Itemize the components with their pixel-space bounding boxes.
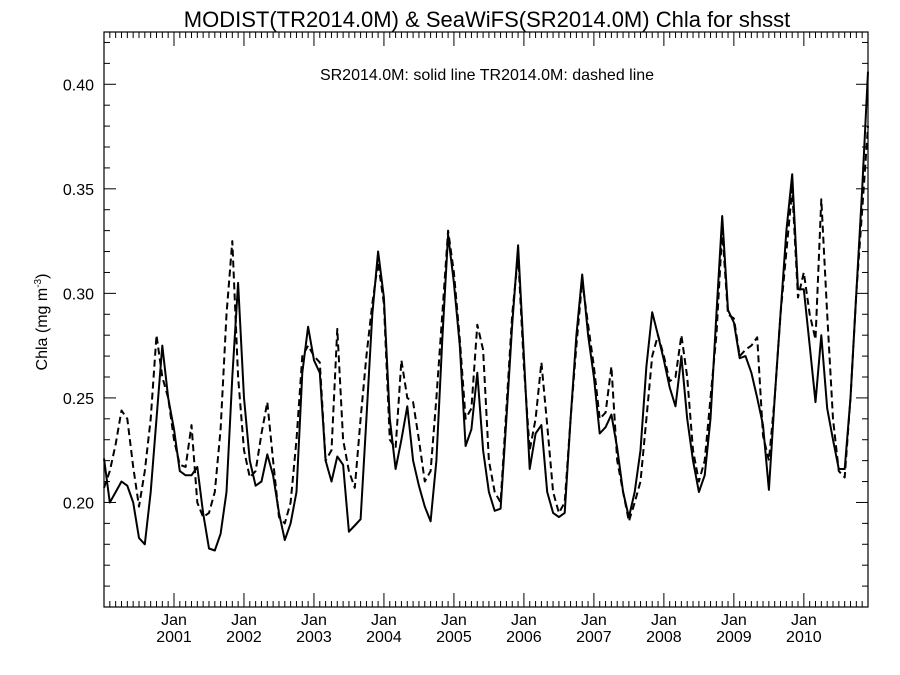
x-tick-year-label: 2004 xyxy=(366,629,402,646)
y-axis-label-close: ) xyxy=(34,274,51,279)
y-tick-label: 0.35 xyxy=(63,182,94,199)
legend-text: SR2014.0M: solid line TR2014.0M: dashed … xyxy=(320,67,654,84)
x-tick-month-label: Jan xyxy=(161,612,187,629)
plot-frame xyxy=(103,31,869,608)
plot-area: 0.200.250.300.350.40Jan2001Jan2002Jan200… xyxy=(63,32,869,646)
x-tick-year-label: 2007 xyxy=(576,629,612,646)
y-tick-label: 0.30 xyxy=(63,286,94,303)
x-tick-year-label: 2006 xyxy=(506,629,542,646)
x-tick-year-label: 2009 xyxy=(716,629,752,646)
series-line-tr2014-dashed xyxy=(103,126,869,525)
x-tick-year-label: 2001 xyxy=(156,629,192,646)
x-tick-year-label: 2008 xyxy=(646,629,682,646)
x-tick-month-label: Jan xyxy=(651,612,677,629)
x-tick-month-label: Jan xyxy=(441,612,467,629)
x-tick-month-label: Jan xyxy=(581,612,607,629)
x-tick-month-label: Jan xyxy=(231,612,257,629)
x-tick-year-label: 2005 xyxy=(436,629,472,646)
y-axis-label-superscript: -3 xyxy=(33,278,44,287)
y-axis-label: Chla (mg m-3) xyxy=(33,274,51,371)
series-line-sr2014-solid xyxy=(103,71,869,552)
x-tick-month-label: Jan xyxy=(301,612,327,629)
x-tick-year-label: 2002 xyxy=(226,629,262,646)
x-tick-month-label: Jan xyxy=(511,612,537,629)
x-tick-year-label: 2010 xyxy=(786,629,822,646)
x-tick-month-label: Jan xyxy=(791,612,817,629)
y-tick-label: 0.40 xyxy=(63,77,94,94)
y-tick-label: 0.25 xyxy=(63,391,94,408)
x-tick-year-label: 2003 xyxy=(296,629,332,646)
chart-title: MODIST(TR2014.0M) & SeaWiFS(SR2014.0M) C… xyxy=(184,7,790,32)
y-tick-label: 0.20 xyxy=(63,495,94,512)
y-axis-label-main: Chla (mg m xyxy=(34,288,51,371)
x-tick-month-label: Jan xyxy=(721,612,747,629)
x-tick-month-label: Jan xyxy=(371,612,397,629)
